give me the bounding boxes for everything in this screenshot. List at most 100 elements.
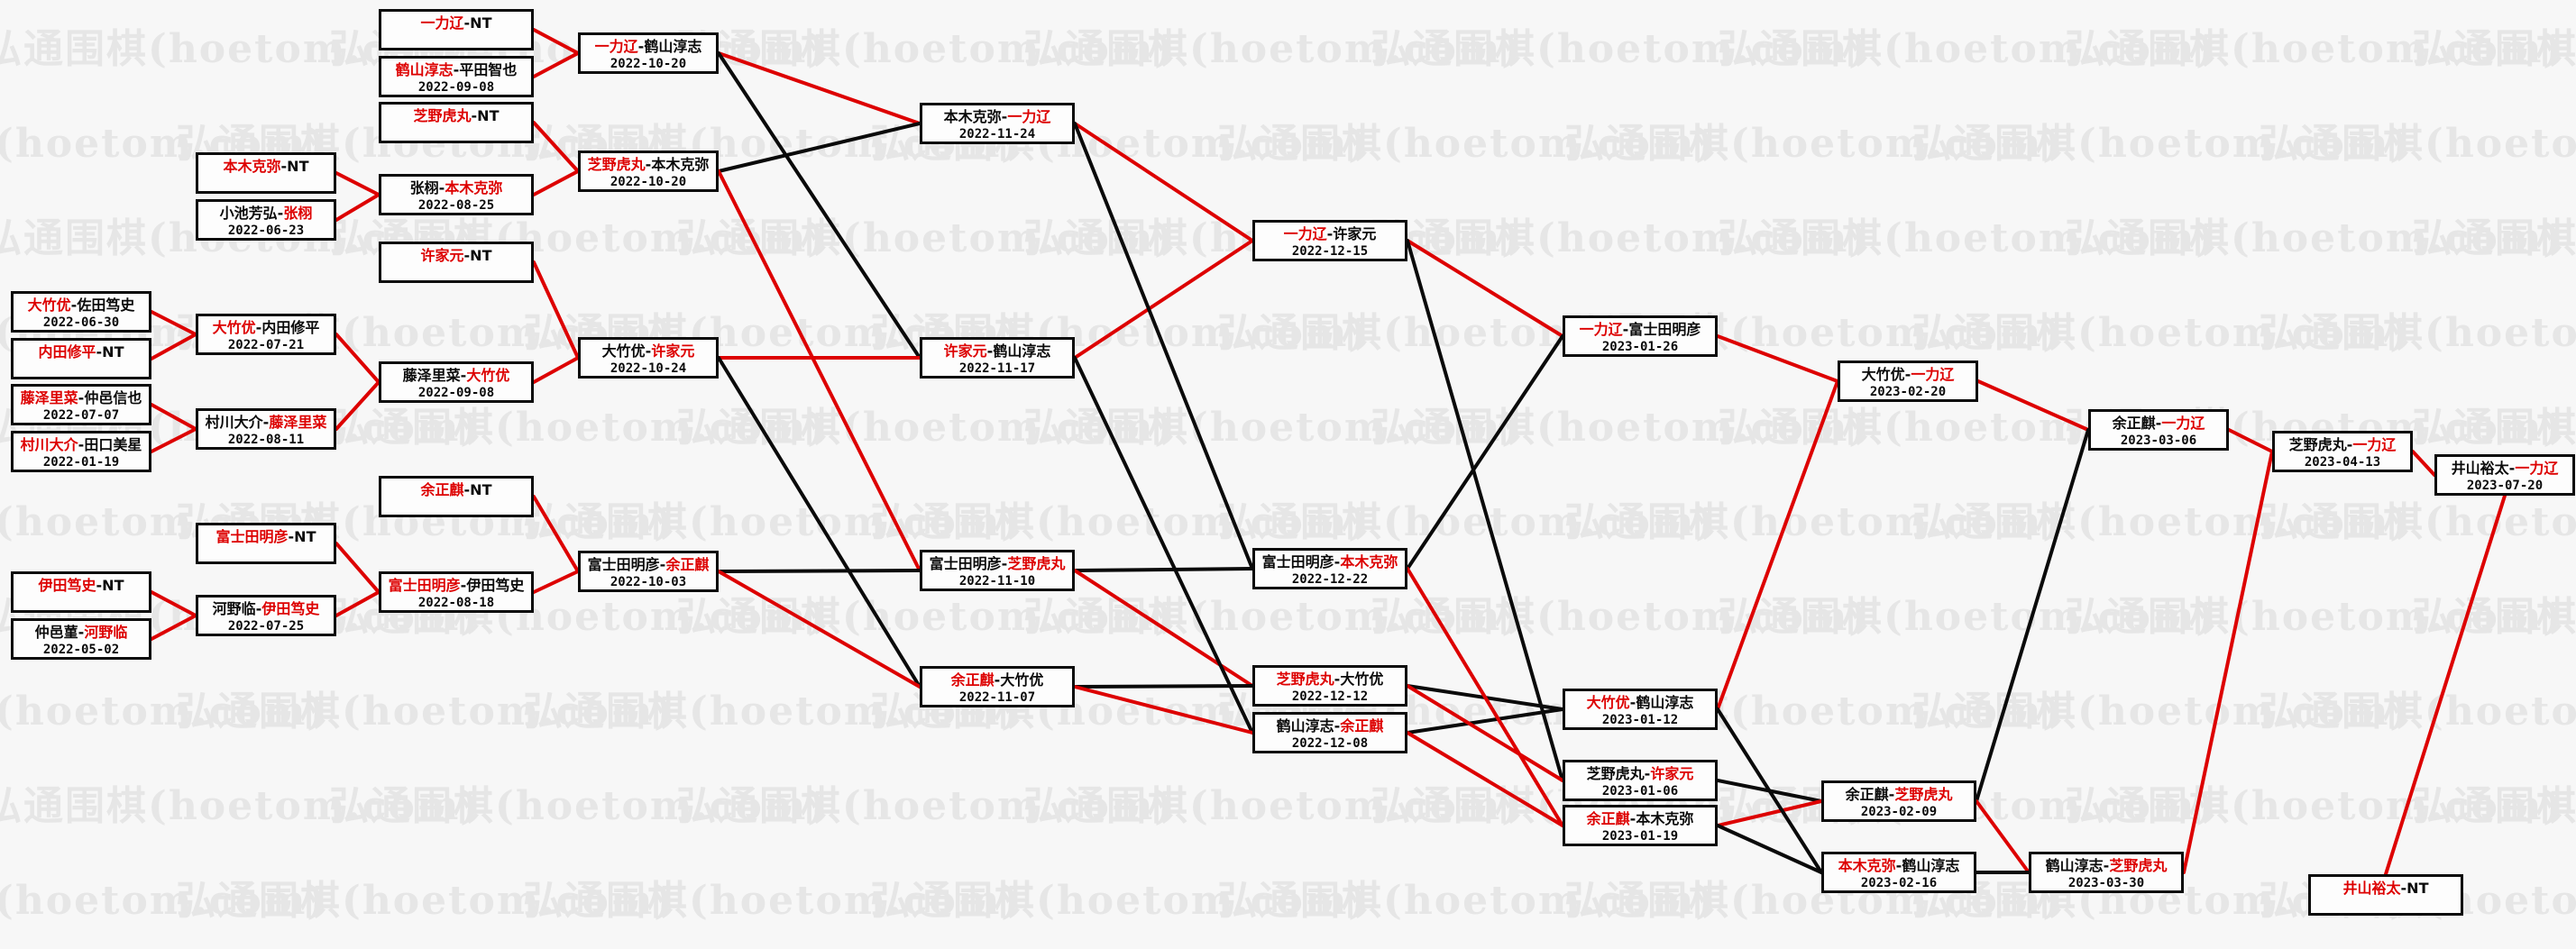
dash-separator: - xyxy=(637,38,645,55)
match-box[interactable]: 一力辽-NT xyxy=(379,9,534,50)
match-box[interactable]: 许家元-鹤山淳志 2022-11-17 xyxy=(920,337,1075,379)
match-box[interactable]: 芝野虎丸-许家元 2023-01-06 xyxy=(1563,760,1718,801)
dash-separator: - xyxy=(70,297,78,314)
match-box[interactable]: 富士田明彦-本木克弥 2022-12-22 xyxy=(1252,548,1407,589)
match-date: 2022-09-08 xyxy=(417,80,495,95)
match-date: 2022-11-17 xyxy=(958,361,1036,376)
match-box[interactable]: 村川大介-田口美星 2022-01-19 xyxy=(11,431,151,472)
match-box[interactable]: 鹤山淳志-平田智也 2022-09-08 xyxy=(379,56,534,97)
match-date: 2022-10-24 xyxy=(610,361,687,376)
match-players: 余正麒-一力辽 xyxy=(2113,415,2205,433)
dash-separator: - xyxy=(78,436,85,453)
match-box[interactable]: 河野临-伊田笃史 2022-07-25 xyxy=(196,595,336,636)
match-box[interactable]: 藤泽里菜-大竹优 2022-09-08 xyxy=(379,361,534,403)
watermark-text: 弘通围棋(hoetom.com) xyxy=(0,689,328,735)
player1-name: 富士田明彦 xyxy=(215,528,289,545)
player1-name: 余正麒 xyxy=(1845,786,1889,803)
watermark-text: 弘通围棋(hoetom.com) xyxy=(1217,878,1717,924)
match-date: 2022-10-20 xyxy=(610,175,687,189)
match-box[interactable]: 仲邑菫-河野临 2022-05-02 xyxy=(11,618,151,660)
player1-name: 大竹优 xyxy=(601,342,646,360)
match-box[interactable]: 小池芳弘-张栩 2022-06-23 xyxy=(196,199,336,241)
match-players: 富士田明彦-伊田笃史 xyxy=(389,577,525,595)
match-box[interactable]: 大竹优-一力辽 2023-02-20 xyxy=(1838,360,1978,402)
dash-separator: - xyxy=(1334,553,1341,570)
match-box[interactable]: 富士田明彦-NT xyxy=(196,523,336,564)
match-box[interactable]: 鹤山淳志-芝野虎丸 2023-03-30 xyxy=(2029,852,2184,893)
dash-separator: - xyxy=(460,577,467,594)
player1-name: 许家元 xyxy=(943,342,987,360)
watermark-text: 弘通围棋(hoetom.com) xyxy=(676,26,1176,72)
dash-separator: - xyxy=(1629,694,1636,711)
match-box[interactable]: 富士田明彦-伊田笃史 2022-08-18 xyxy=(379,571,534,613)
match-box[interactable]: 余正麒-大竹优 2022-11-07 xyxy=(920,666,1075,707)
match-players: 仲邑菫-河野临 xyxy=(35,624,128,642)
match-box[interactable]: 一力辽-富士田明彦 2023-01-26 xyxy=(1563,315,1718,357)
dash-separator: - xyxy=(645,156,652,173)
match-box[interactable]: 余正麒-本木克弥 2023-01-19 xyxy=(1563,805,1718,846)
winner-path-line xyxy=(532,169,580,196)
match-box[interactable]: 内田修平-NT xyxy=(11,338,151,379)
match-box[interactable]: 大竹优-鹤山淳志 2023-01-12 xyxy=(1563,689,1718,730)
watermark-text: 弘通围棋(hoetom.com) xyxy=(676,783,1176,829)
dash-separator: - xyxy=(994,671,1001,689)
match-box[interactable]: 一力辽-许家元 2022-12-15 xyxy=(1252,220,1407,261)
watermark-text: 弘通围棋(hoetom.com) xyxy=(1911,689,2411,735)
match-box[interactable]: 富士田明彦-余正麒 2022-10-03 xyxy=(578,551,719,592)
match-box[interactable]: 富士田明彦-芝野虎丸 2022-11-10 xyxy=(920,550,1075,591)
dash-separator: - xyxy=(1895,857,1902,874)
match-box[interactable]: 张栩-本木克弥 2022-08-25 xyxy=(379,174,534,215)
match-box[interactable]: 伊田笃史-NT xyxy=(11,571,151,613)
match-date: 2022-12-12 xyxy=(1291,689,1369,704)
match-box[interactable]: 芝野虎丸-一力辽 2023-04-13 xyxy=(2272,431,2413,472)
player2-name: 内田修平 xyxy=(261,319,320,336)
winner-path-line xyxy=(1073,239,1254,360)
match-players: 本木克弥-一力辽 xyxy=(944,108,1051,126)
match-players: 张栩-本木克弥 xyxy=(410,179,503,197)
match-players: 富士田明彦-芝野虎丸 xyxy=(930,555,1066,573)
winner-path-line xyxy=(1406,567,1564,827)
loser-path-line xyxy=(1073,356,1254,735)
match-box[interactable]: 芝野虎丸-大竹优 2022-12-12 xyxy=(1252,665,1407,707)
match-box[interactable]: 大竹优-佐田笃史 2022-06-30 xyxy=(11,291,151,333)
match-players: 余正麒-大竹优 xyxy=(951,671,1044,689)
winner-path-line xyxy=(1073,685,1254,735)
dash-separator: - xyxy=(659,556,666,573)
loser-path-line xyxy=(717,122,921,173)
match-box[interactable]: 一力辽-鹤山淳志 2022-10-20 xyxy=(578,32,719,74)
player2-name: 一力辽 xyxy=(2515,460,2559,477)
match-players: 一力辽-鹤山淳志 xyxy=(595,38,702,56)
match-box[interactable]: 大竹优-内田修平 2022-07-21 xyxy=(196,314,336,355)
match-box[interactable]: 村川大介-藤泽里菜 2022-08-11 xyxy=(196,408,336,450)
match-box[interactable]: 本木克弥-NT xyxy=(196,152,336,194)
match-box[interactable]: 本木克弥-鹤山淳志 2023-02-16 xyxy=(1821,852,1976,893)
dash-separator: - xyxy=(463,14,471,32)
winner-path-line xyxy=(1406,684,1564,782)
match-box[interactable]: 井山裕太-NT xyxy=(2308,874,2463,916)
dash-separator: - xyxy=(2155,415,2162,432)
player2-name: NT xyxy=(102,577,124,594)
player2-name: 许家元 xyxy=(651,342,695,360)
match-players: 芝野虎丸-NT xyxy=(414,107,500,125)
match-box[interactable]: 许家元-NT xyxy=(379,242,534,283)
watermark-text: 弘通围棋(hoetom.com) xyxy=(1371,26,1870,72)
match-box[interactable]: 本木克弥-一力辽 2022-11-24 xyxy=(920,103,1075,144)
match-box[interactable]: 大竹优-许家元 2022-10-24 xyxy=(578,337,719,379)
match-players: 井山裕太-一力辽 xyxy=(2452,460,2559,478)
match-box[interactable]: 余正麒-NT xyxy=(379,476,534,517)
match-box[interactable]: 鹤山淳志-余正麒 2022-12-08 xyxy=(1252,712,1407,753)
watermark-text: 弘通围棋(hoetom.com) xyxy=(870,878,1370,924)
match-box[interactable]: 芝野虎丸-NT xyxy=(379,102,534,143)
dash-separator: - xyxy=(438,179,445,196)
match-box[interactable]: 芝野虎丸-本木克弥 2022-10-20 xyxy=(578,151,719,192)
player1-name: 伊田笃史 xyxy=(38,577,96,594)
match-box[interactable]: 藤泽里菜-仲邑信也 2022-07-07 xyxy=(11,384,151,425)
player2-name: 芝野虎丸 xyxy=(1007,555,1066,572)
player2-name: 许家元 xyxy=(1333,225,1377,242)
match-box[interactable]: 余正麒-一力辽 2023-03-06 xyxy=(2088,409,2229,451)
player1-name: 芝野虎丸 xyxy=(2288,436,2347,453)
player2-name: NT xyxy=(294,528,316,545)
player2-name: NT xyxy=(470,481,492,498)
match-box[interactable]: 余正麒-芝野虎丸 2023-02-09 xyxy=(1821,780,1976,822)
match-box[interactable]: 井山裕太-一力辽 2023-07-20 xyxy=(2434,454,2575,496)
